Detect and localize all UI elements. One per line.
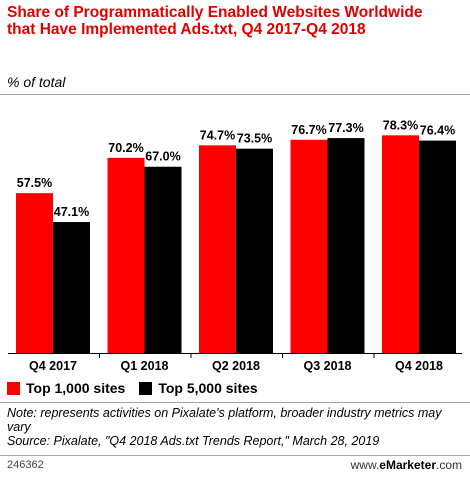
- chart-legend: Top 1,000 sites Top 5,000 sites: [7, 380, 272, 396]
- footnotes: Note: represents activities on Pixalate'…: [7, 406, 462, 448]
- data-label-s2-1: 67.0%: [145, 150, 180, 164]
- x-tick-label-0: Q4 2017: [29, 359, 77, 373]
- data-label-s2-2: 73.5%: [237, 132, 272, 146]
- chart-id: 246362: [7, 459, 44, 471]
- data-label-s1-3: 76.7%: [291, 123, 326, 137]
- notes-divider: [0, 402, 470, 403]
- data-label-s1-2: 74.7%: [200, 128, 235, 142]
- legend-swatch-black: [139, 381, 153, 395]
- brand-suffix: .com: [435, 458, 462, 472]
- source-text: Source: Pixalate, "Q4 2018 Ads.txt Trend…: [7, 434, 380, 448]
- data-label-s2-3: 77.3%: [328, 121, 363, 135]
- bar-s1-1: [107, 157, 145, 353]
- data-label-s1-1: 70.2%: [108, 141, 143, 155]
- brand-name: eMarketer: [379, 458, 436, 472]
- legend-item-top-1000: Top 1,000 sites: [7, 380, 125, 396]
- chart-title: Share of Programmatically Enabled Websit…: [7, 4, 423, 38]
- bar-s2-3: [327, 138, 365, 353]
- legend-label-top-5000: Top 5,000 sites: [158, 380, 258, 396]
- data-label-s1-0: 57.5%: [17, 176, 52, 190]
- bar-s1-2: [199, 145, 236, 353]
- data-label-s2-4: 76.4%: [420, 124, 455, 138]
- brand-logo: www.eMarketer.com: [351, 458, 462, 472]
- bar-s2-0: [53, 222, 90, 353]
- chart-subtitle: % of total: [7, 74, 66, 90]
- x-tick-label-3: Q3 2018: [304, 359, 352, 373]
- note-text: Note: represents activities on Pixalate'…: [7, 406, 442, 434]
- x-tick-label-4: Q4 2018: [395, 359, 443, 373]
- bar-s2-4: [419, 140, 456, 353]
- x-tick-label-2: Q2 2018: [212, 359, 260, 373]
- bar-s1-0: [16, 193, 53, 353]
- data-label-s1-4: 78.3%: [383, 118, 418, 132]
- legend-swatch-red: [7, 381, 20, 395]
- x-tick-label-1: Q1 2018: [121, 359, 169, 373]
- legend-item-top-5000: Top 5,000 sites: [139, 380, 258, 396]
- header-divider: [0, 94, 470, 95]
- bar-s2-2: [236, 148, 273, 353]
- bar-s1-4: [382, 135, 419, 353]
- legend-label-top-1000: Top 1,000 sites: [26, 380, 126, 396]
- bar-s2-1: [144, 166, 182, 353]
- footer-divider: [0, 455, 470, 456]
- data-label-s2-0: 47.1%: [54, 205, 89, 219]
- bar-s1-3: [290, 139, 328, 353]
- brand-prefix: www.: [350, 458, 380, 472]
